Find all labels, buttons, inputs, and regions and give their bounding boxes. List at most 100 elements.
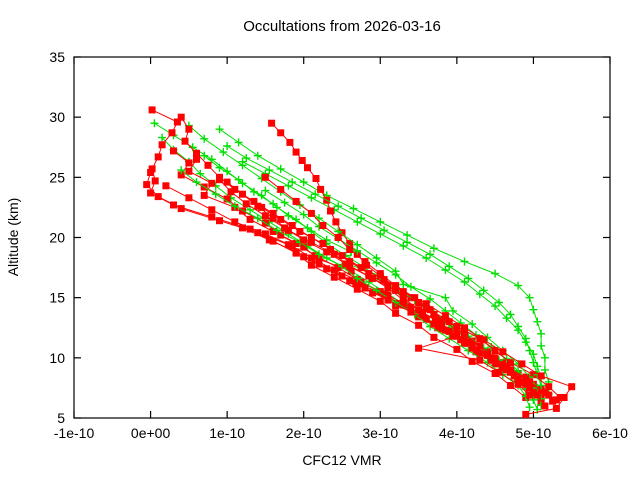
plus-marker [150,119,159,128]
square-marker [208,206,216,214]
square-marker [495,368,503,376]
square-marker [177,171,185,179]
square-marker [484,350,491,358]
plus-marker [353,274,362,283]
square-marker [395,300,403,308]
square-marker [323,265,331,273]
square-marker [476,356,484,364]
square-marker [491,370,499,377]
square-marker [507,368,514,376]
y-tick-label: 35 [49,49,65,65]
square-marker [208,213,216,221]
square-marker [231,218,239,226]
square-marker [148,165,156,173]
square-marker [441,312,449,320]
square-marker [298,157,306,164]
square-marker [327,246,334,253]
plus-marker [514,281,523,290]
square-marker [522,374,530,382]
square-marker [449,332,457,340]
y-tick-label: 20 [49,230,65,246]
square-marker [415,321,423,329]
plus-marker [380,226,389,235]
square-marker [499,361,507,369]
square-marker [461,330,468,338]
square-marker [307,209,315,217]
square-marker [261,230,269,238]
square-marker [545,383,553,391]
square-marker [338,229,346,237]
profile-line-occultation-red-9 [242,227,546,407]
square-marker [281,224,289,232]
square-marker [204,161,212,169]
square-marker [269,214,277,222]
plus-marker [449,306,457,315]
square-marker [491,354,499,362]
square-marker [185,125,193,133]
plus-marker [261,186,270,195]
square-marker [292,197,300,205]
square-marker [441,326,449,334]
square-marker [507,359,514,367]
plus-marker [234,138,243,147]
square-marker [239,207,246,215]
square-marker [223,178,231,186]
square-marker [330,250,338,258]
x-tick-label: 0e+00 [131,425,171,441]
square-marker [277,129,285,137]
square-marker [342,260,350,268]
square-marker [208,179,216,187]
y-axis-label: Altitude (km) [5,198,21,277]
square-marker [246,225,254,233]
square-marker [338,252,346,260]
plus-marker [299,178,308,187]
plus-marker [521,334,530,343]
plus-marker [525,346,534,355]
square-marker [384,282,392,290]
square-marker [151,177,159,185]
square-marker [487,354,495,362]
square-marker [170,147,177,155]
plus-marker [491,269,500,278]
square-marker [185,159,193,167]
plus-marker [284,211,293,220]
square-marker [522,410,530,418]
plus-marker [253,151,262,160]
square-marker [507,382,514,389]
square-marker [277,215,285,223]
square-marker [491,347,499,355]
square-marker [261,212,269,220]
plus-marker [468,320,477,329]
square-marker [292,240,300,247]
square-marker [147,189,155,197]
square-marker [323,248,331,256]
square-marker [296,228,304,235]
square-marker [480,336,488,344]
plus-marker [429,244,438,253]
square-marker [327,207,334,215]
plus-marker [441,293,450,302]
x-tick-label: 1e-10 [209,425,245,441]
plus-marker [422,254,431,262]
square-marker [541,402,549,410]
square-marker [311,252,319,260]
plus-marker [311,190,320,199]
square-marker [453,330,461,338]
plus-marker [200,151,209,160]
plus-marker [537,341,546,350]
plus-marker [537,381,546,390]
plus-marker [238,161,247,170]
square-marker [300,253,308,261]
plus-marker [372,286,381,295]
plus-marker [234,175,243,184]
square-marker [147,169,155,176]
square-marker [148,106,156,114]
square-marker [468,337,476,345]
square-marker [415,344,423,352]
plus-marker [215,163,224,172]
square-marker [154,193,162,201]
plus-marker [540,365,549,374]
square-marker [526,391,534,399]
square-marker [346,246,354,253]
